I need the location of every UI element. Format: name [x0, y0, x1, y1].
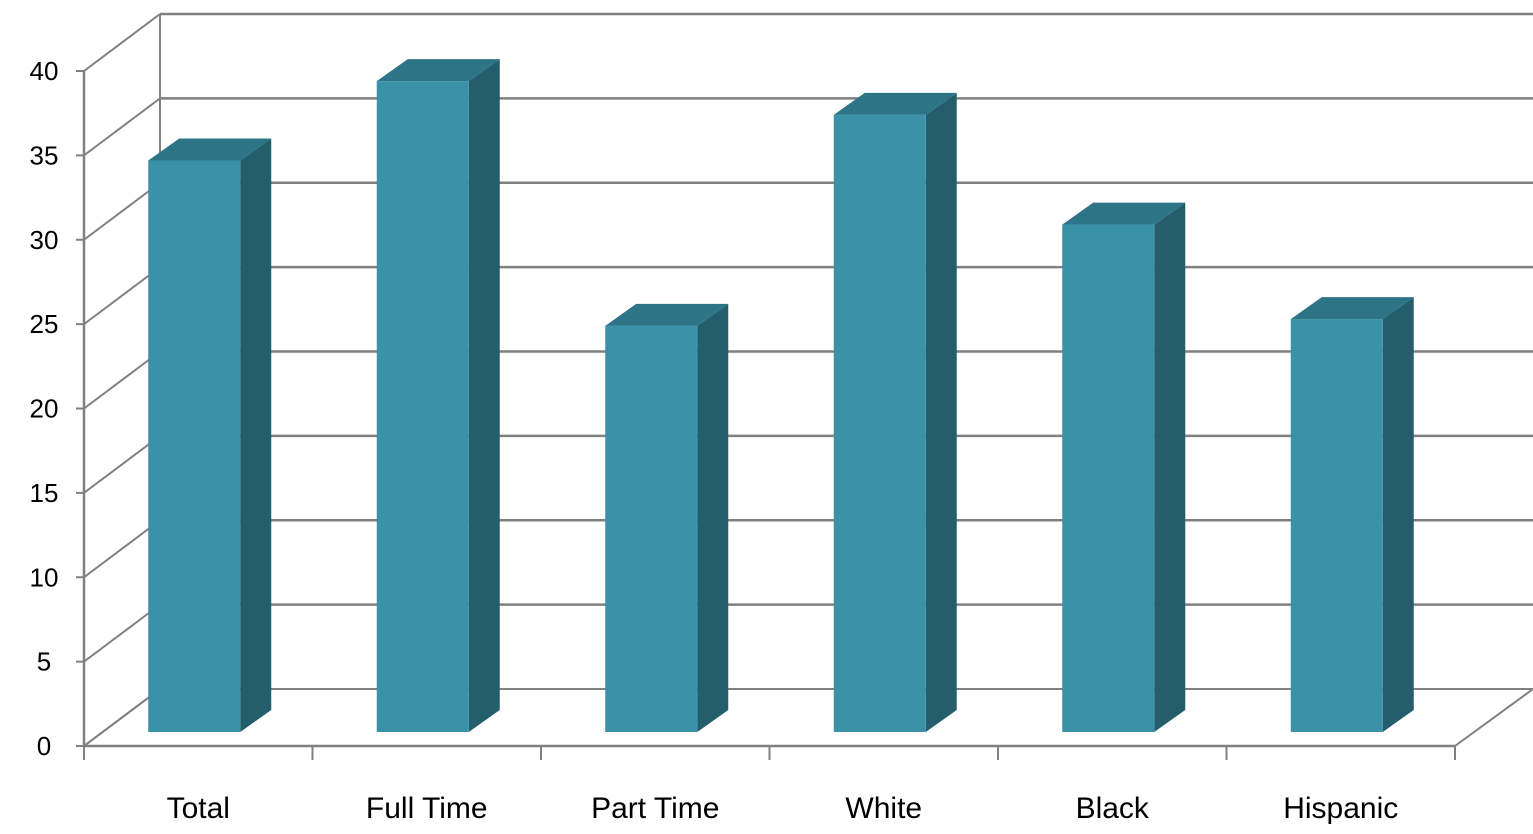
- y-tick-label: 30: [30, 225, 59, 255]
- y-tick-label: 15: [30, 478, 59, 508]
- tick-labels: 0 5 10 15 20 25 30 35 40 Total Full Time Part Time W…: [30, 56, 1399, 825]
- y-tick-label: 0: [37, 731, 51, 761]
- bar-front-face: [148, 160, 241, 732]
- bar-front-face: [833, 114, 926, 732]
- x-tick-label: Total: [167, 792, 230, 825]
- bar-front-face: [376, 81, 469, 732]
- gridline-diagonal: [83, 97, 161, 157]
- y-tick-label: 35: [30, 140, 59, 170]
- bar-side-face: [1154, 202, 1186, 732]
- bar-top-face: [1290, 297, 1414, 320]
- bar-side-face: [1382, 297, 1414, 732]
- bar-top-face: [833, 92, 957, 115]
- bar-front-face: [605, 325, 698, 732]
- bar-top-face: [1062, 202, 1186, 225]
- gridline-diagonal: [83, 181, 161, 241]
- y-tick-label: 10: [30, 562, 59, 592]
- y-tick-label: 40: [30, 56, 59, 86]
- y-tick-label: 20: [30, 394, 59, 424]
- x-tick-label: Black: [1076, 792, 1150, 825]
- bar-top-face: [605, 303, 729, 326]
- bar-total: [148, 138, 272, 732]
- gridline-diagonal: [83, 603, 161, 663]
- bar-front-face: [1062, 224, 1155, 732]
- gridline-diagonal: [83, 266, 161, 325]
- bar-hispanic: [1290, 297, 1414, 732]
- floor-right-edge: [1454, 688, 1533, 747]
- bars: [148, 59, 1414, 732]
- bar-top-face: [148, 138, 272, 161]
- gridline-diagonal: [83, 13, 161, 72]
- gridline-diagonal: [83, 350, 161, 410]
- bar-part-time: [605, 303, 729, 732]
- bar-top-face: [376, 59, 500, 82]
- bar-front-face: [1290, 319, 1383, 732]
- bar-full-time: [376, 59, 500, 732]
- x-tick-label: Full Time: [366, 792, 488, 825]
- bar-side-face: [240, 138, 272, 732]
- x-tick-label: Part Time: [591, 792, 719, 825]
- y-tick-label: 25: [30, 309, 59, 339]
- y-tick-label: 5: [37, 647, 51, 677]
- gridline-diagonal: [83, 519, 161, 579]
- x-tick-label: Hispanic: [1283, 792, 1398, 825]
- x-tick-label: White: [845, 792, 922, 825]
- bar-side-face: [468, 59, 500, 732]
- gridline-diagonal: [83, 435, 161, 494]
- bar-black: [1062, 202, 1186, 732]
- bar-white: [833, 92, 957, 732]
- bar-side-face: [697, 303, 729, 732]
- bar-side-face: [925, 92, 957, 732]
